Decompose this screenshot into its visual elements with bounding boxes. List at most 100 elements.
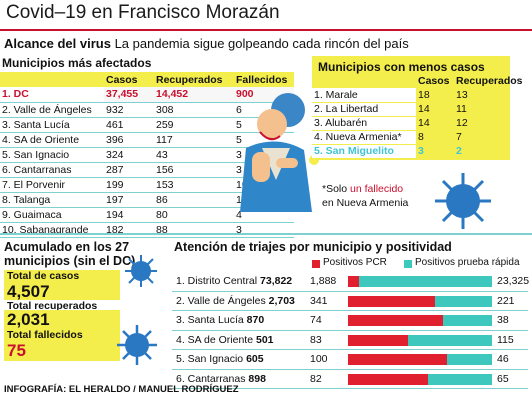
header-municipio <box>312 74 416 88</box>
rapid-value-label: 115 <box>497 333 514 346</box>
pcr-bar <box>348 295 436 307</box>
least-affected-row: 1. Marale 18 13 <box>312 88 525 103</box>
most-affected-heading: Municipios más afectados <box>2 56 152 70</box>
cell-casos: 287 <box>104 162 154 178</box>
pcr-bar <box>348 354 447 365</box>
triage-total: 605 <box>246 353 264 365</box>
triage-heading: Atención de triajes por municipio y posi… <box>174 240 452 254</box>
footnote-pre: *Solo <box>322 183 351 195</box>
pcr-value-label: 83 <box>310 333 322 346</box>
pcr-value-label: 82 <box>310 372 322 385</box>
cell-municipio: 1. Marale <box>312 88 416 103</box>
cell-recuperados: 7 <box>456 131 462 143</box>
header-recuperados: Recuperados <box>456 75 523 87</box>
cell-municipio: 8. Talanga <box>0 192 104 208</box>
cell-municipio: 3. Alubarén <box>312 116 416 131</box>
legend-rapid-swatch <box>404 260 412 268</box>
triage-row-divider <box>172 329 528 331</box>
cell-casos: 3 <box>418 145 424 157</box>
triage-total: 2,703 <box>268 294 295 307</box>
cell-municipio: 3. Santa Lucía <box>0 117 104 133</box>
header-fallecidos: Fallecidos <box>234 72 294 87</box>
rapid-bar <box>446 354 492 365</box>
sick-person-illustration <box>240 93 319 212</box>
accumulated-heading: Acumulado en los 27 municipios (sin el D… <box>4 240 136 268</box>
cell-recuperados: 117 <box>154 132 234 148</box>
triage-municipio: 3. Santa Lucía <box>176 314 244 326</box>
title-rule <box>0 29 532 31</box>
least-affected-header-row: Casos Recuperados <box>312 74 525 88</box>
pcr-value-label: 1,888 <box>310 275 337 287</box>
header-casos: Casos <box>418 75 450 87</box>
total-dead-label: Total fallecidos <box>4 329 120 341</box>
total-recovered-value: 2,031 <box>4 310 120 330</box>
cell-recuperados: 43 <box>154 147 234 163</box>
least-affected-row: 5. San Miguelito 3 2 <box>312 144 525 159</box>
least-affected-row: 2. La Libertad 14 11 <box>312 102 525 117</box>
cell-recuperados: 156 <box>154 162 234 178</box>
triage-category-label: 6. Cantarranas 898 <box>176 373 266 385</box>
triage-category-label: 4. SA de Oriente 501 <box>176 334 274 346</box>
credit: INFOGRAFÍA: EL HERALDO / MANUEL RODRÍGUE… <box>4 384 239 395</box>
page-title: Covid–19 en Francisco Morazán <box>6 2 280 23</box>
cell-recuperados: 12 <box>456 117 468 129</box>
cell-municipio: 1. DC <box>0 87 104 103</box>
pcr-bar <box>348 373 429 385</box>
least-affected-heading: Municipios con menos casos <box>318 60 485 74</box>
legend-pcr-label: Positivos PCR <box>323 257 387 268</box>
cell-casos: 14 <box>418 117 430 129</box>
cell-casos: 324 <box>104 147 154 163</box>
triage-category-label: 3. Santa Lucía 870 <box>176 314 264 326</box>
cell-municipio: 5. San Ignacio <box>0 147 104 163</box>
legend-pcr-swatch <box>312 260 320 268</box>
least-affected-row: 4. Nueva Armenia* 8 7 <box>312 130 525 145</box>
pcr-bar <box>348 276 359 287</box>
cell-municipio: 4. SA de Oriente <box>0 132 104 148</box>
header-casos: Casos <box>104 72 154 87</box>
cell-recuperados: 11 <box>456 103 467 115</box>
rapid-bar <box>358 276 492 287</box>
triage-category-label: 1. Distrito Central 73,822 <box>176 275 292 287</box>
rapid-value-label: 38 <box>497 314 509 326</box>
pcr-bar <box>348 334 409 346</box>
section-divider <box>0 233 532 235</box>
triage-row-divider <box>172 290 528 292</box>
cell-casos: 396 <box>104 132 154 148</box>
cell-casos: 199 <box>104 177 154 193</box>
rapid-value-label: 23,325 <box>497 275 530 287</box>
cell-recuperados: 86 <box>154 192 234 208</box>
rapid-bar <box>443 315 492 326</box>
cell-recuperados: 308 <box>154 102 234 118</box>
triage-row-divider <box>172 368 528 370</box>
triage-municipio: 6. Cantarranas <box>176 372 246 385</box>
triage-total: 501 <box>255 333 274 346</box>
cell-recuperados: 80 <box>154 207 234 223</box>
pcr-value-label: 74 <box>310 314 322 326</box>
rapid-bar <box>408 334 492 346</box>
cell-casos: 197 <box>104 192 154 208</box>
triage-total: 870 <box>246 314 265 326</box>
triage-total: 898 <box>248 372 266 385</box>
cell-municipio: 4. Nueva Armenia* <box>312 130 416 145</box>
cell-casos: 37,455 <box>104 87 154 103</box>
footnote-post: en Nueva Armenia <box>322 197 409 209</box>
virus-icon <box>435 173 491 229</box>
cell-recuperados: 153 <box>154 177 234 193</box>
cell-recuperados: 13 <box>456 89 468 101</box>
cell-municipio: 2. Valle de Ángeles <box>0 102 104 118</box>
triage-row-divider <box>172 349 528 350</box>
cell-municipio: 9. Guaimaca <box>0 207 104 223</box>
triage-municipio: 5. San Ignacio <box>176 353 244 365</box>
header-recuperados: Recuperados <box>154 72 234 87</box>
total-recovered-label: Total recuperados <box>4 300 120 312</box>
footnote: *Solo un fallecido en Nueva Armenia <box>322 182 408 210</box>
rapid-bar <box>435 295 492 307</box>
triage-municipio: 2. Valle de Ángeles <box>176 294 266 307</box>
cell-recuperados: 259 <box>154 117 234 133</box>
cell-casos: 932 <box>104 102 154 118</box>
triage-total: 73,822 <box>260 275 293 287</box>
cell-casos: 18 <box>418 89 430 101</box>
header-municipio <box>0 72 104 87</box>
total-cases-value: 4,507 <box>4 282 120 302</box>
cell-casos: 461 <box>104 117 154 133</box>
